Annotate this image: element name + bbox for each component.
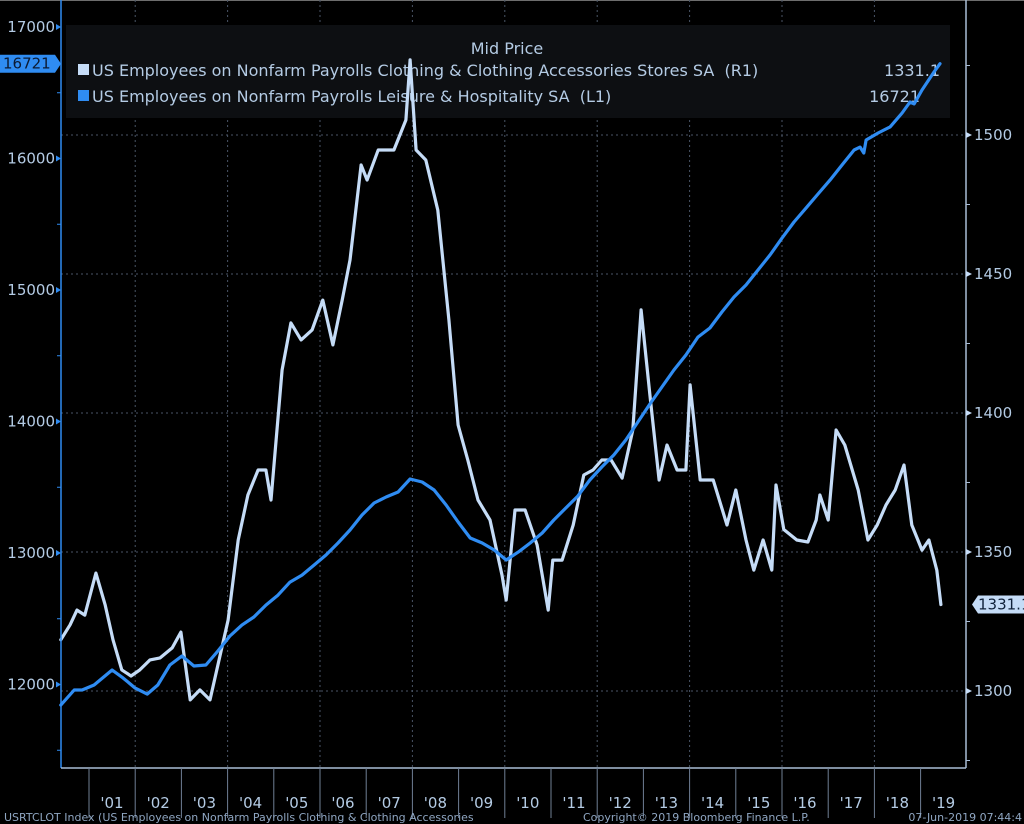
x-axis-tick-label: '12 [609,794,632,812]
left-axis: 12000 13000 14000 15000 16000 17000 16721 [0,0,62,768]
x-axis-tick-label: '18 [886,794,909,812]
right-axis-tick [966,549,972,555]
x-axis-tick-label: '02 [147,794,170,812]
x-axis-tick-label: '03 [193,794,216,812]
right-axis-tick-label: 1350 [974,543,1012,561]
x-axis-tick-label: '07 [378,794,401,812]
right-axis-tick [966,132,972,138]
left-axis-tick [56,550,61,556]
x-axis-tick-label: '15 [747,794,770,812]
right-axis-tick [966,410,972,416]
x-axis-tick-label: '01 [100,794,123,812]
left-axis-tick-label: 13000 [7,544,55,562]
right-last-value-label: 1331.1 [978,596,1024,614]
x-axis-tick-label: '05 [285,794,308,812]
series-line-clothing-stores [59,58,943,702]
right-axis-tick [966,271,972,277]
legend-value-leisure: 16721 [869,87,920,106]
left-axis-tick-label: 14000 [7,413,55,431]
footer-source: USRTCLOT Index (US Employees on Nonfarm … [4,811,474,824]
left-axis-tick-label: 17000 [7,18,55,36]
legend-label-clothing: US Employees on Nonfarm Payrolls Clothin… [92,61,758,80]
right-axis-tick-label: 1300 [974,682,1012,700]
legend-box [66,25,950,118]
x-axis-tick-label: '19 [932,794,955,812]
left-axis-tick [56,24,61,30]
left-axis-tick [56,681,61,688]
legend-swatch-leisure [78,90,89,101]
left-axis-tick [56,155,61,162]
right-axis-tick-label: 1400 [974,404,1012,422]
chart-title: Mid Price [471,39,544,58]
left-last-value-label: 16721 [3,55,51,73]
x-axis-tick-label: '09 [470,794,493,812]
legend-value-clothing: 1331.1 [884,61,940,80]
left-axis-tick-label: 15000 [7,281,55,299]
legend-swatch-clothing [78,64,89,75]
x-axis-tick-label: '13 [655,794,678,812]
x-axis-tick-label: '16 [793,794,816,812]
left-axis-tick-label: 12000 [7,676,55,694]
x-axis-tick-label: '08 [424,794,447,812]
x-axis-tick-label: '17 [840,794,863,812]
left-axis-tick-label: 16000 [7,150,55,168]
left-axis-tick [56,418,61,425]
legend-label-leisure: US Employees on Nonfarm Payrolls Leisure… [92,87,611,106]
right-axis-tick-label: 1450 [974,265,1012,283]
right-axis-tick [966,688,972,694]
footer-copyright: Copyright© 2019 Bloomberg Finance L.P. [583,811,810,824]
x-axis-tick-label: '11 [562,794,585,812]
x-axis-tick-label: '04 [239,794,262,812]
series-lines [59,58,943,707]
right-last-value-flag [972,595,1024,614]
x-axis-tick-label: '06 [331,794,354,812]
left-last-value-flag [0,54,61,73]
series-line-leisure-hospitality [59,62,942,707]
right-axis: 1300 1350 1400 1450 1500 1331.1 [965,0,1024,768]
legend: Mid Price US Employees on Nonfarm Payrol… [66,25,950,118]
x-axis-tick-label: '14 [701,794,724,812]
footer-timestamp: 07-Jun-2019 07:44:4 [908,811,1022,824]
x-axis-tick-label: '10 [516,794,539,812]
right-axis-tick-label: 1500 [974,126,1012,144]
left-axis-tick [56,287,61,293]
x-axis: '01 '02 '03 '04 '05 '06 '07 '08 '09 '10 '11 '12 '13 '… [61,767,966,818]
